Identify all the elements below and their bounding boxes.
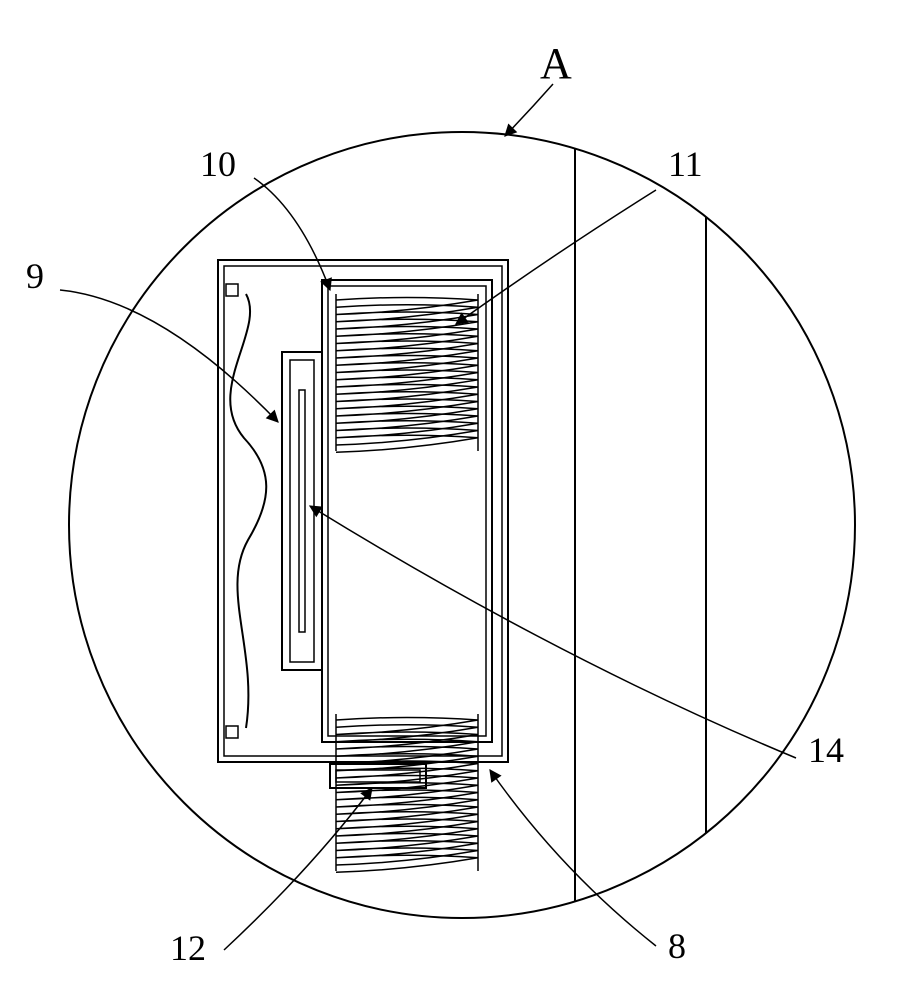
leader-12 bbox=[224, 788, 372, 950]
plate-outer bbox=[282, 352, 322, 670]
plate-inner bbox=[290, 360, 314, 662]
label-10: 10 bbox=[200, 144, 236, 184]
handle-curve bbox=[230, 294, 266, 728]
leader-10 bbox=[254, 178, 330, 290]
label-8: 8 bbox=[668, 926, 686, 966]
diagram-svg: 8 9 10 11 12 14 A bbox=[0, 0, 907, 1000]
leader-8 bbox=[490, 770, 656, 946]
diagram-canvas: 8 9 10 11 12 14 A bbox=[0, 0, 907, 1000]
diagram-shapes bbox=[69, 132, 855, 918]
diagram-leaders bbox=[60, 84, 796, 950]
leader-A bbox=[505, 84, 553, 136]
detail-circle bbox=[69, 132, 855, 918]
leader-9 bbox=[60, 290, 278, 422]
label-14: 14 bbox=[808, 730, 844, 770]
label-9: 9 bbox=[26, 256, 44, 296]
plate-slot bbox=[299, 390, 305, 632]
label-12: 12 bbox=[170, 928, 206, 968]
label-A: A bbox=[540, 39, 572, 88]
leader-14 bbox=[310, 506, 796, 758]
label-11: 11 bbox=[668, 144, 703, 184]
hinge-bot bbox=[226, 726, 238, 738]
hinge-top bbox=[226, 284, 238, 296]
